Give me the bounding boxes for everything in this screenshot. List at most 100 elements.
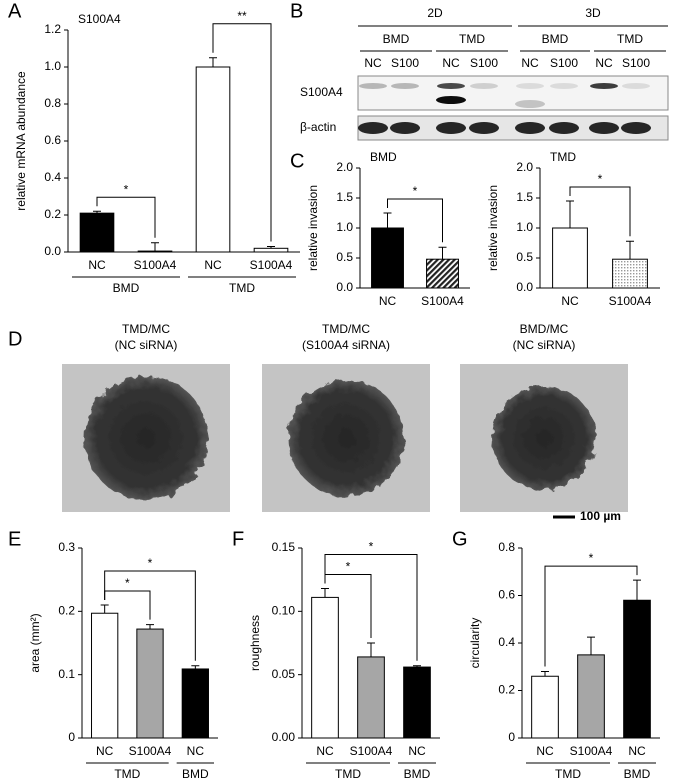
image-caption: TMD/MC	[122, 322, 170, 336]
error-bar	[267, 245, 275, 249]
chart-title: TMD	[550, 150, 576, 164]
y-tick-label: 2.0	[516, 160, 533, 174]
error-bar	[413, 665, 421, 668]
bar	[79, 212, 115, 253]
bar	[137, 250, 173, 253]
spheroid	[492, 386, 596, 490]
group-label: BMD	[404, 767, 431, 781]
blot-band	[436, 122, 466, 134]
y-tick-label: 0.6	[498, 588, 515, 602]
y-tick-label: 1.5	[516, 190, 533, 204]
condition-label: 3D	[585, 6, 601, 20]
x-tick-label: NC	[628, 744, 646, 758]
error-bar	[209, 57, 217, 67]
image-caption: (S100A4 siRNA)	[302, 338, 390, 352]
bar	[426, 258, 459, 289]
blot-band	[515, 122, 545, 134]
x-tick-label: S100A4	[421, 294, 464, 308]
panel-label: D	[8, 328, 22, 350]
significance-label: *	[346, 560, 351, 574]
blot-band	[390, 122, 420, 134]
x-tick-label: NC	[408, 744, 426, 758]
significance-label: *	[125, 576, 130, 590]
bar	[552, 227, 588, 289]
y-tick-label: 1.5	[336, 190, 353, 204]
blot-band	[436, 96, 466, 104]
x-tick-label: NC	[96, 744, 114, 758]
bar	[612, 258, 648, 289]
blot-band	[516, 83, 544, 89]
significance-label: *	[124, 182, 129, 196]
y-axis-label: roughness	[248, 615, 262, 671]
spheroid	[288, 380, 404, 496]
scale-bar-label: 100 µm	[580, 509, 621, 523]
y-tick-label: 0.8	[44, 96, 61, 110]
y-tick-label: 0.2	[44, 207, 61, 221]
panel-label: B	[290, 0, 303, 22]
blot-band	[622, 83, 650, 89]
group-label: TMD	[335, 767, 361, 781]
significance-label: *	[413, 184, 418, 198]
y-tick-label: 0.2	[498, 683, 515, 697]
y-tick-label: 0.3	[58, 540, 75, 554]
x-tick-label: S100A4	[134, 258, 177, 272]
lane-label: S100	[391, 56, 419, 70]
bar	[253, 247, 289, 253]
significance-label: *	[589, 551, 594, 565]
group-label: BMD	[113, 281, 140, 295]
blot-band	[549, 122, 579, 134]
group-label: TMD	[229, 281, 255, 295]
blot-row-label: S100A4	[300, 85, 343, 99]
panel-label: C	[290, 150, 304, 172]
bar	[371, 227, 404, 289]
y-tick-label: 0.5	[336, 250, 353, 264]
bar	[91, 612, 119, 739]
significance-label: **	[237, 9, 247, 23]
cell-line-label: TMD	[617, 32, 643, 46]
y-axis-label: relative invasion	[306, 185, 320, 271]
y-tick-label: 0.4	[498, 635, 515, 649]
y-tick-label: 0.15	[272, 540, 296, 554]
blot-membrane	[357, 75, 669, 111]
significance-bracket	[212, 23, 272, 242]
y-axis-label: relative mRNA abundance	[14, 71, 28, 211]
error-bar	[541, 671, 549, 677]
image-caption: (NC siRNA)	[115, 338, 178, 352]
blot-band	[437, 83, 465, 89]
lane-label: S100	[550, 56, 578, 70]
error-bar	[383, 212, 392, 228]
bar	[195, 66, 231, 253]
y-tick-label: 2.0	[336, 160, 353, 174]
group-label: BMD	[182, 767, 209, 781]
y-tick-label: 0.0	[516, 280, 533, 294]
group-label: TMD	[555, 767, 581, 781]
spheroid	[84, 376, 208, 500]
y-axis-label: circularity	[468, 618, 482, 669]
significance-bracket	[104, 570, 196, 661]
error-bar	[151, 242, 159, 252]
y-tick-label: 1.2	[44, 22, 61, 36]
bar	[311, 596, 339, 739]
x-tick-label: S100A4	[570, 744, 613, 758]
cell-line-label: BMD	[542, 32, 569, 46]
bar	[577, 654, 605, 739]
chart-title: S100A4	[78, 12, 121, 26]
significance-label: *	[598, 172, 603, 186]
bar	[136, 628, 164, 739]
blot-band	[359, 83, 387, 89]
blot-band	[469, 122, 499, 134]
error-bar	[93, 210, 101, 214]
chart-title: BMD	[370, 150, 397, 164]
lane-label: NC	[442, 56, 460, 70]
blot-band	[590, 83, 618, 89]
significance-bracket	[96, 196, 156, 238]
lane-label: S100	[622, 56, 650, 70]
y-tick-label: 0.1	[58, 667, 75, 681]
lane-label: NC	[364, 56, 382, 70]
y-tick-label: 0.5	[516, 250, 533, 264]
significance-label: *	[148, 556, 153, 570]
y-tick-label: 0	[508, 730, 515, 744]
significance-label: *	[369, 540, 374, 554]
y-tick-label: 1.0	[336, 220, 353, 234]
blot-band	[515, 100, 545, 108]
